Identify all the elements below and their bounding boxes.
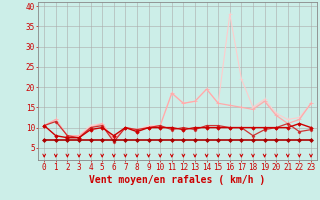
- X-axis label: Vent moyen/en rafales ( km/h ): Vent moyen/en rafales ( km/h ): [90, 175, 266, 185]
